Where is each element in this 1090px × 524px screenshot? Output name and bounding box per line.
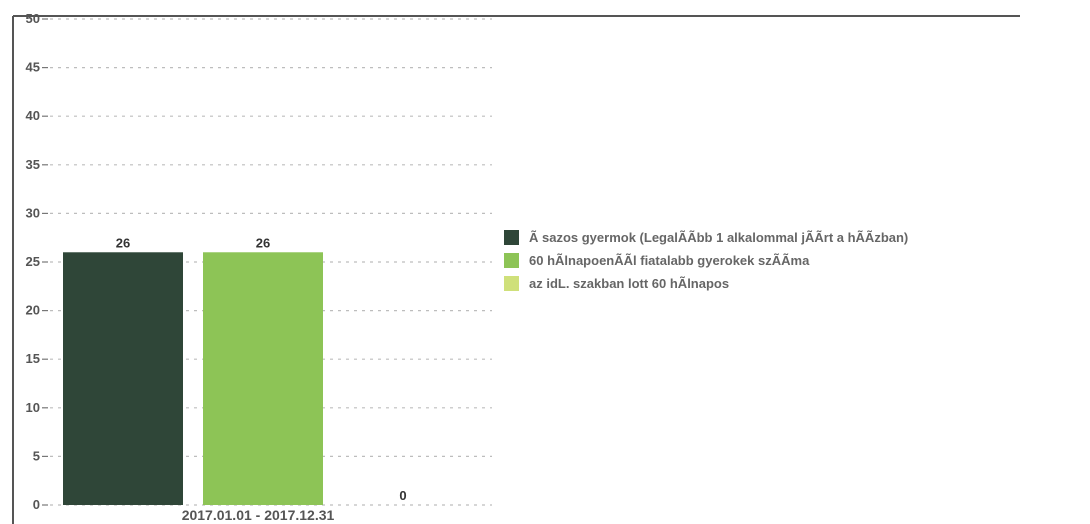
bar-series-1 (63, 252, 183, 505)
legend-label-2: 60 hÃlnapoenÃÃl fiatalabb gyerokek szÃÃm… (529, 253, 810, 268)
x-axis-categories: 2017.01.01 - 2017.12.31 (182, 507, 335, 523)
y-tick-label-0: 0 (33, 497, 40, 512)
legend-swatch-1 (504, 230, 519, 245)
x-category-label: 2017.01.01 - 2017.12.31 (182, 507, 335, 523)
legend-label-1: Ã sazos gyermok (LegalÃÃbb 1 alkalommal … (529, 230, 909, 245)
y-tick-label-15: 15 (26, 351, 40, 366)
bar-layer (63, 252, 323, 505)
legend-swatch-2 (504, 253, 519, 268)
y-tick-label-25: 25 (26, 254, 40, 269)
frame-border (12, 15, 1020, 524)
legend-item-1[interactable]: Ã sazos gyermok (LegalÃÃbb 1 alkalommal … (504, 226, 908, 249)
y-tick-label-20: 20 (26, 303, 40, 318)
y-tick-label-40: 40 (26, 108, 40, 123)
legend-swatch-3 (504, 276, 519, 291)
bar-series-2 (203, 252, 323, 505)
y-tick-label-50: 50 (26, 11, 40, 26)
y-tick-label-30: 30 (26, 205, 40, 220)
y-tick-label-10: 10 (26, 400, 40, 415)
value-label-layer: 26 26 0 (116, 235, 407, 503)
legend: Ã sazos gyermok (LegalÃÃbb 1 alkalommal … (504, 226, 908, 295)
value-label-series-1: 26 (116, 235, 130, 250)
legend-item-2[interactable]: 60 hÃlnapoenÃÃl fiatalabb gyerokek szÃÃm… (504, 249, 908, 272)
value-label-series-2: 26 (256, 235, 270, 250)
y-tick-label-35: 35 (26, 157, 40, 172)
y-tick-label-5: 5 (33, 448, 40, 463)
y-axis-ticks: 0 5 10 15 20 25 30 35 40 45 50 (26, 11, 48, 512)
y-tick-label-45: 45 (26, 60, 40, 75)
legend-label-3: az idL. szakban lott 60 hÃlnapos (529, 276, 730, 291)
value-label-series-3: 0 (399, 488, 406, 503)
legend-item-3[interactable]: az idL. szakban lott 60 hÃlnapos (504, 272, 908, 295)
